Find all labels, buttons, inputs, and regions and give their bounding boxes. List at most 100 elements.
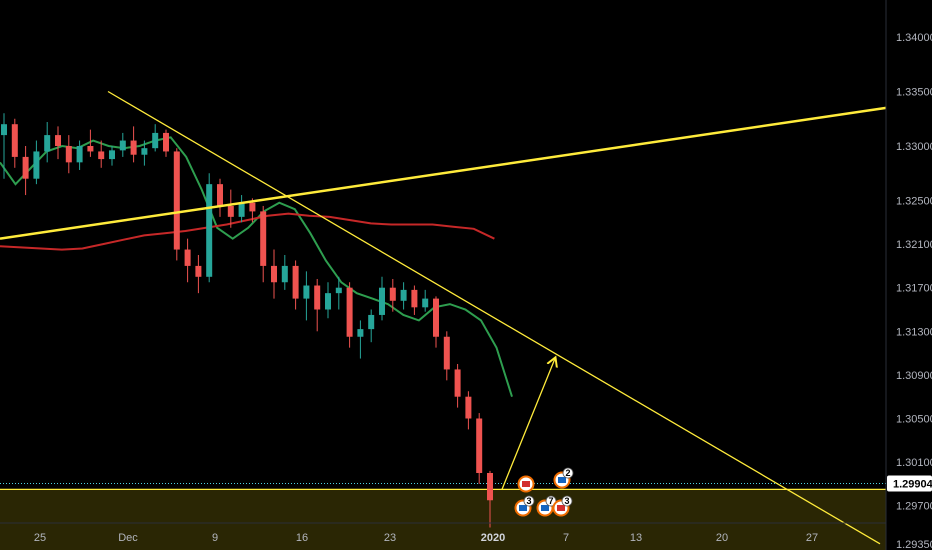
event-marker-us[interactable]: 7 bbox=[536, 495, 557, 517]
candle-body bbox=[454, 369, 461, 397]
event-marker-ca[interactable]: 3 bbox=[552, 495, 573, 517]
candle-body bbox=[163, 132, 169, 152]
time-axis[interactable]: 25 Dec 9 16 23 2020 7 13 20 27 bbox=[34, 532, 818, 544]
candle bbox=[130, 126, 137, 163]
projection-arrow[interactable] bbox=[501, 359, 555, 490]
candle-body bbox=[281, 265, 288, 283]
candle bbox=[454, 364, 461, 408]
price-badge-bg bbox=[887, 475, 932, 492]
candle bbox=[55, 126, 61, 160]
candle bbox=[443, 331, 450, 381]
price-tick-label: 1.30900 bbox=[896, 370, 932, 382]
candle-body bbox=[303, 285, 310, 299]
candle bbox=[152, 124, 159, 152]
event-count-badge bbox=[523, 495, 535, 507]
event-marker-us[interactable]: 3 bbox=[514, 495, 535, 517]
candle bbox=[22, 146, 29, 196]
event-count-badge bbox=[545, 495, 557, 507]
time-tick-label: 7 bbox=[563, 532, 569, 544]
candle-body bbox=[346, 287, 353, 337]
time-tick-label: 23 bbox=[384, 532, 396, 544]
price-tick-label: 1.31700 bbox=[896, 283, 932, 295]
candle bbox=[357, 320, 364, 359]
price-tick-label: 1.32500 bbox=[896, 196, 932, 208]
candle bbox=[400, 282, 407, 310]
candle-body bbox=[206, 184, 213, 277]
candle bbox=[238, 195, 245, 223]
candle bbox=[271, 249, 277, 299]
candle-body bbox=[227, 205, 234, 217]
candlesticks bbox=[1, 113, 493, 528]
candle bbox=[227, 189, 234, 228]
trendlines[interactable] bbox=[0, 90, 887, 545]
flag-icon bbox=[519, 505, 527, 511]
candle bbox=[33, 140, 40, 185]
candle bbox=[379, 276, 385, 321]
event-marker-us[interactable]: 2 bbox=[553, 467, 574, 489]
candle bbox=[119, 132, 126, 157]
candle bbox=[411, 285, 418, 315]
price-tick-label: 1.33500 bbox=[896, 87, 932, 99]
candle-body bbox=[487, 473, 493, 501]
price-tick-label: 1.33000 bbox=[896, 141, 932, 153]
time-tick-label: 25 bbox=[34, 532, 46, 544]
candle-body bbox=[217, 184, 223, 206]
event-marker-ca[interactable] bbox=[517, 475, 535, 493]
trendline[interactable] bbox=[107, 90, 881, 545]
candle-body bbox=[173, 151, 180, 250]
price-tick-label: 1.29700 bbox=[896, 501, 932, 513]
candle bbox=[195, 255, 202, 294]
time-tick-label: 9 bbox=[212, 532, 218, 544]
economic-events[interactable]: 2 3 7 3 bbox=[514, 467, 574, 517]
event-count: 3 bbox=[564, 496, 569, 506]
candle-body bbox=[443, 336, 450, 370]
candle bbox=[389, 278, 396, 312]
candle bbox=[281, 255, 288, 290]
candle bbox=[346, 282, 353, 348]
candle bbox=[76, 140, 83, 170]
event-count: 2 bbox=[565, 468, 570, 478]
trendline[interactable] bbox=[0, 106, 887, 240]
candle bbox=[65, 135, 72, 174]
support-zone-fill bbox=[0, 489, 886, 550]
price-tick-label: 1.30500 bbox=[896, 414, 932, 426]
time-tick-label: 16 bbox=[296, 532, 308, 544]
candle-body bbox=[314, 285, 321, 310]
candle-body bbox=[55, 135, 61, 146]
event-count: 7 bbox=[548, 496, 553, 506]
candle bbox=[184, 238, 191, 283]
candle bbox=[260, 205, 267, 283]
candle bbox=[465, 391, 472, 430]
price-tick-label: 1.30100 bbox=[896, 457, 932, 469]
candle bbox=[325, 282, 331, 319]
candle bbox=[487, 470, 493, 528]
candle bbox=[314, 278, 321, 332]
candle bbox=[217, 178, 223, 217]
flag-icon bbox=[522, 481, 530, 487]
candle bbox=[206, 173, 213, 283]
candle bbox=[335, 276, 342, 310]
candle-body bbox=[292, 265, 299, 299]
price-axis[interactable]: 1.34000 1.33500 1.33000 1.32500 1.32100 1.317… bbox=[896, 32, 932, 550]
candle-body bbox=[44, 135, 51, 152]
time-tick-label: Dec bbox=[118, 532, 138, 544]
candle-body bbox=[476, 418, 483, 473]
candle bbox=[44, 122, 51, 163]
candle-body bbox=[141, 148, 148, 155]
flag-icon bbox=[558, 477, 566, 483]
candle-body bbox=[1, 124, 7, 136]
candle-body bbox=[335, 287, 342, 294]
candle-body bbox=[433, 298, 439, 337]
candle bbox=[433, 296, 439, 348]
candle bbox=[303, 271, 310, 321]
event-count: 3 bbox=[526, 496, 531, 506]
slow-ma-line bbox=[0, 212, 495, 251]
candle-body bbox=[22, 156, 29, 179]
price-tick-label: 1.31300 bbox=[896, 326, 932, 338]
candle-body bbox=[119, 140, 126, 151]
candle-body bbox=[195, 265, 202, 277]
candle-body bbox=[130, 140, 137, 155]
flag-icon bbox=[541, 505, 549, 511]
candle bbox=[98, 140, 105, 168]
